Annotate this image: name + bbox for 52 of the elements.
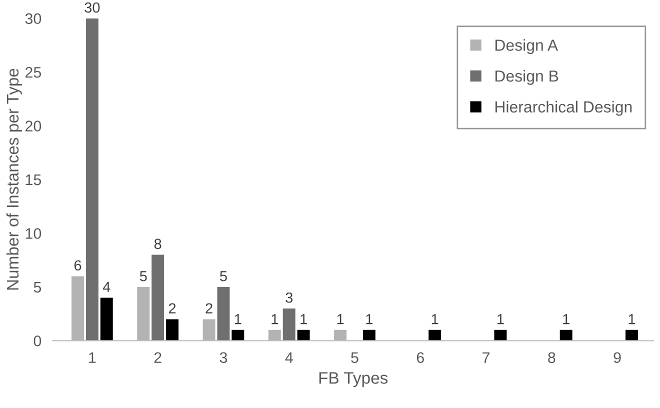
y-tick-label: 20: [25, 120, 42, 132]
data-label: 1: [272, 314, 278, 324]
y-tick-label: 15: [26, 174, 42, 186]
bar: [297, 330, 310, 341]
data-label: 1: [563, 314, 570, 324]
x-tick-label: 3: [220, 352, 228, 364]
bar: [362, 330, 376, 341]
data-label: 1: [498, 314, 504, 324]
data-label: 5: [140, 271, 147, 282]
x-tick-label: 8: [548, 352, 556, 364]
y-axis-title: Number of Instances per Type: [6, 68, 22, 290]
y-tick-label: 30: [25, 13, 42, 24]
data-label: 1: [628, 314, 636, 324]
bar: [232, 330, 244, 341]
bar: [166, 319, 178, 341]
y-tick-label: 10: [26, 228, 42, 239]
bar: [282, 308, 296, 341]
legend-label: Hierarchical Design: [495, 100, 632, 116]
x-tick-label: 4: [285, 352, 293, 363]
x-tick-label: 2: [154, 352, 162, 363]
bar: [560, 330, 572, 341]
data-label: 3: [286, 292, 293, 303]
y-tick-label: 25: [25, 66, 42, 78]
bar: [86, 18, 98, 341]
bar: [494, 330, 507, 341]
bar: [100, 298, 113, 341]
data-label: 8: [154, 238, 162, 250]
data-label: 2: [206, 303, 212, 314]
legend-label: Design B: [495, 70, 558, 85]
x-tick-label: 5: [351, 352, 358, 364]
x-axis-title: FB Types: [319, 372, 388, 388]
data-label: 1: [234, 314, 242, 324]
data-label: 1: [366, 314, 373, 324]
bar: [152, 254, 164, 341]
x-tick-label: 6: [416, 352, 424, 364]
x-tick-label: 9: [614, 352, 621, 364]
data-label: 1: [337, 314, 344, 324]
y-tick-label: 5: [34, 282, 42, 293]
y-tick-label: 0: [34, 336, 42, 346]
data-label: 2: [168, 303, 176, 314]
data-label: 1: [300, 314, 307, 324]
data-label: 5: [220, 271, 227, 282]
bar: [428, 330, 442, 341]
data-label: 30: [84, 2, 100, 13]
bar: [626, 330, 638, 341]
legend-label: Design A: [495, 39, 558, 54]
bar: [217, 286, 230, 341]
data-label: 4: [102, 282, 110, 292]
data-label: 6: [74, 260, 82, 271]
x-tick-label: 7: [482, 352, 490, 363]
data-label: 1: [432, 314, 438, 324]
x-tick-label: 1: [89, 352, 96, 363]
